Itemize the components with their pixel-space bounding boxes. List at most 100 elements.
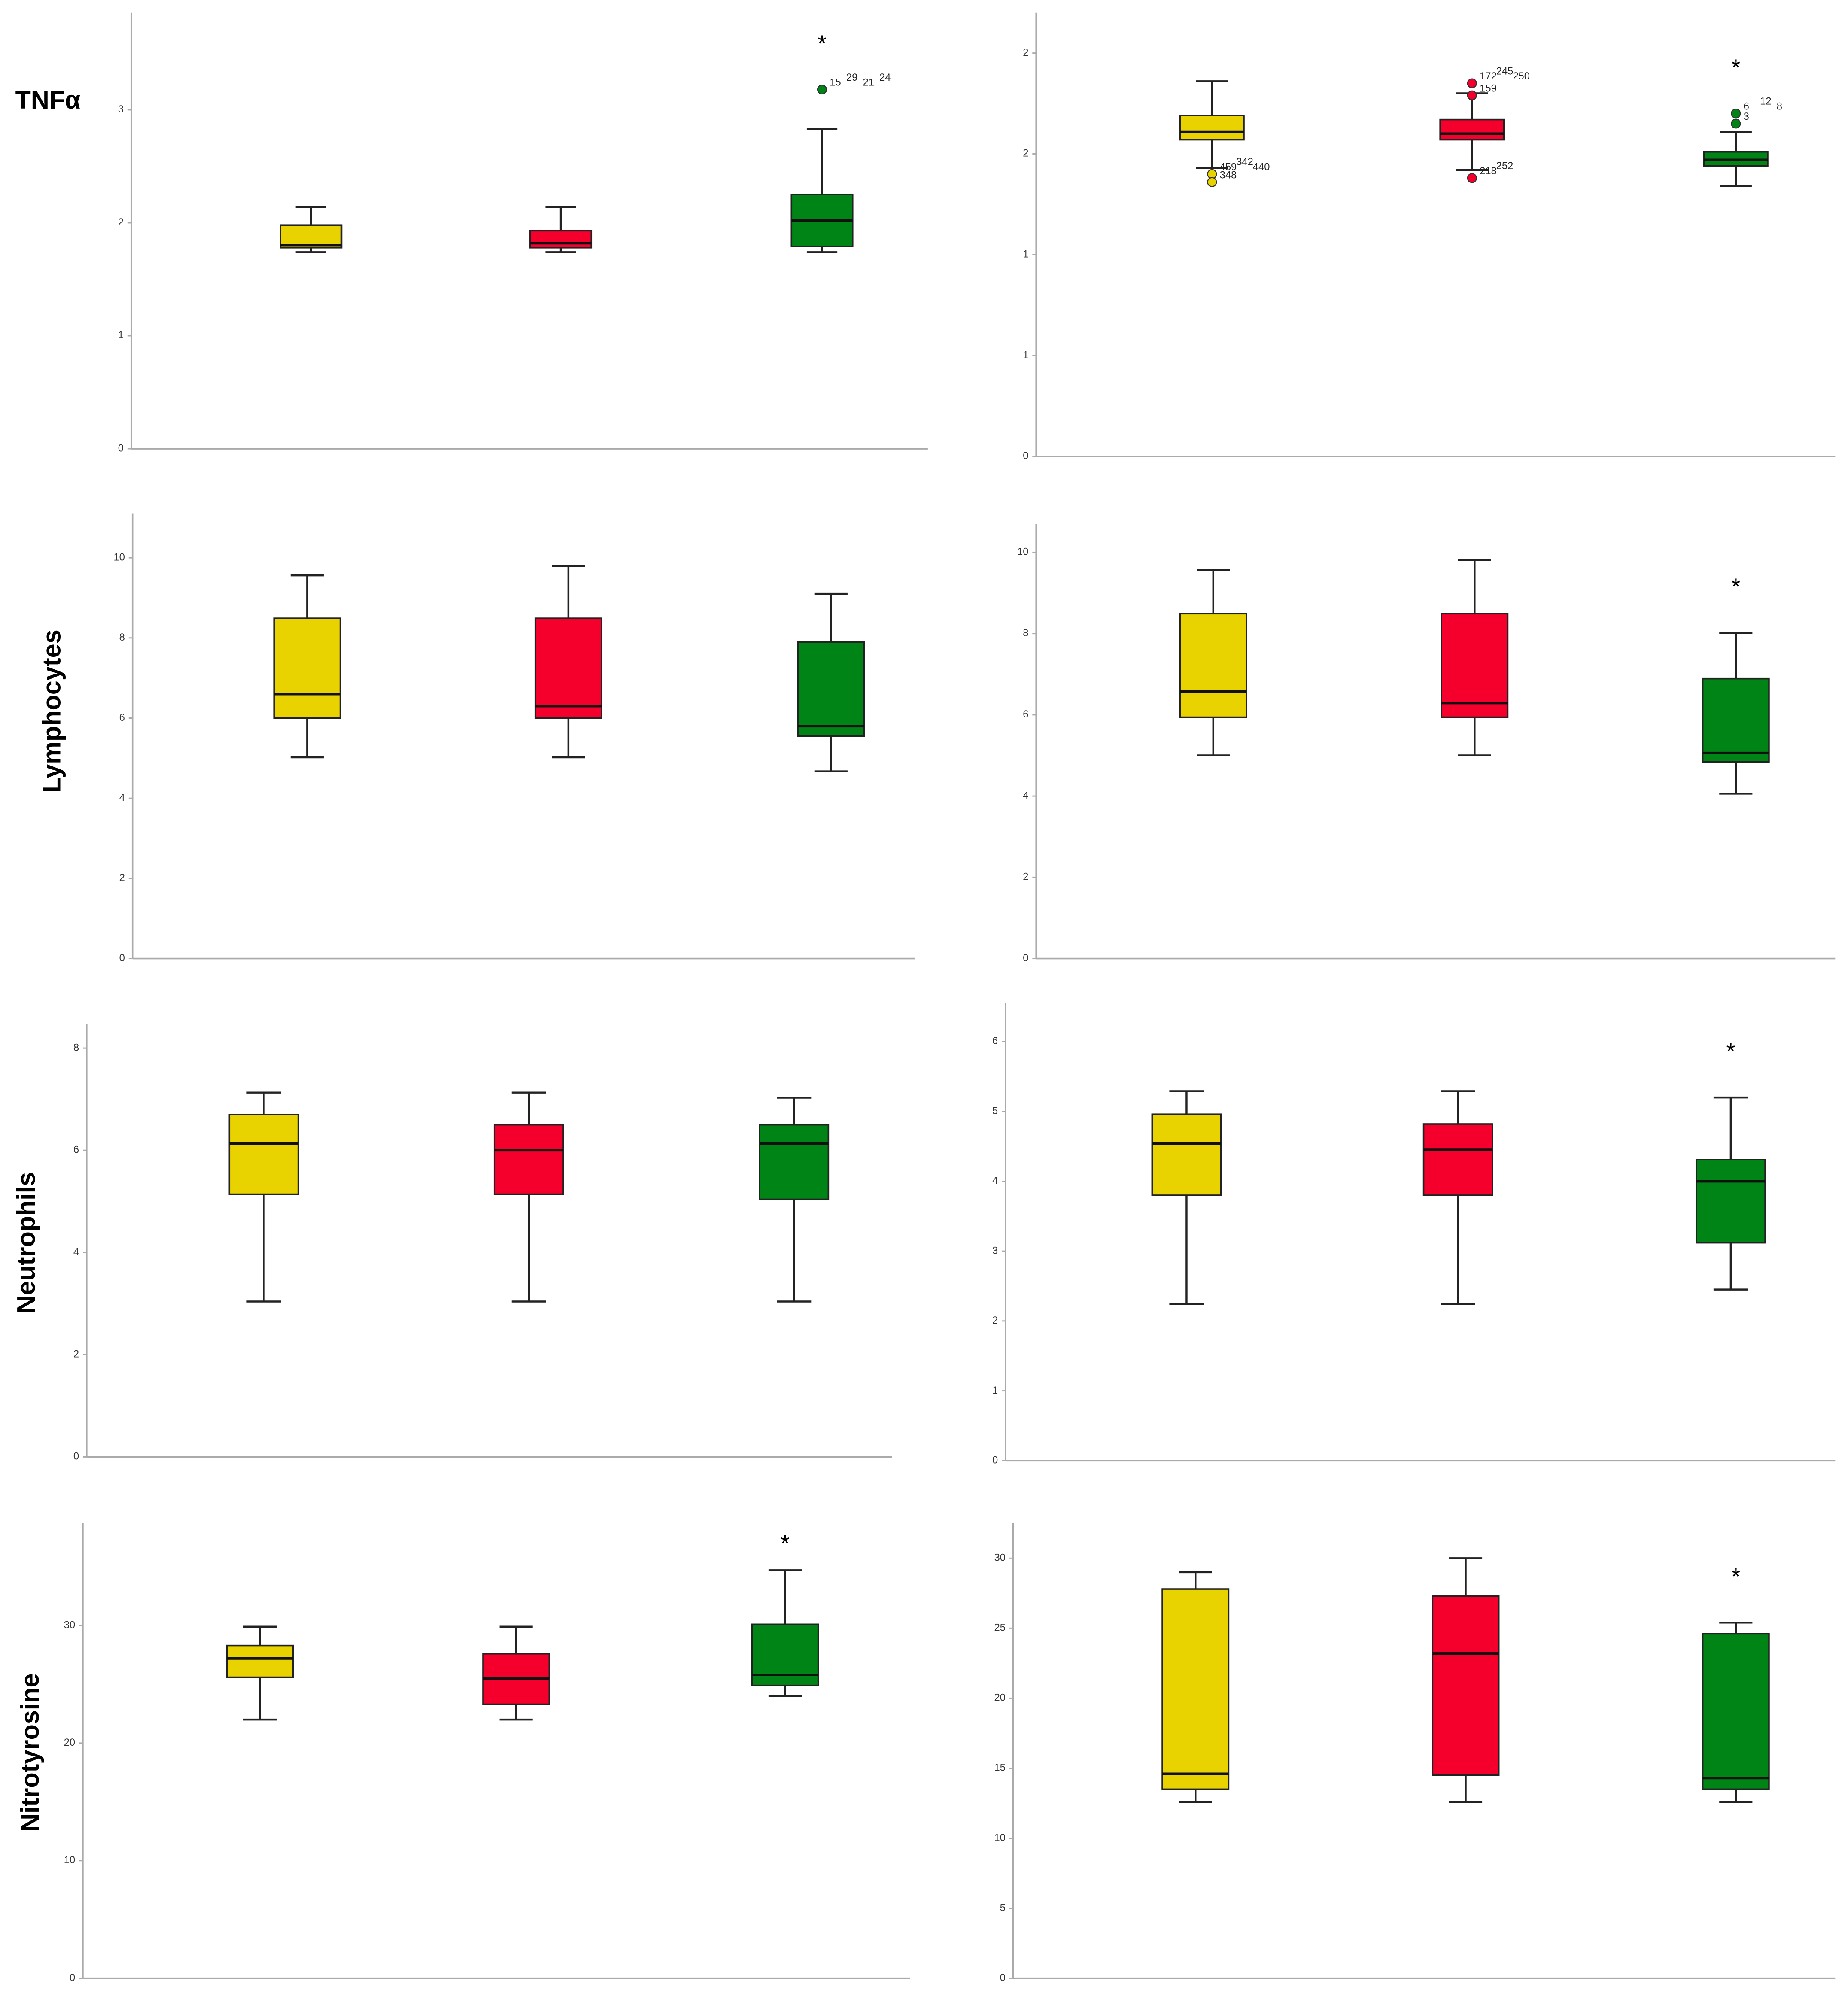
y-tick-label: 0 [1023, 953, 1028, 964]
row-label: TNFα [15, 85, 81, 114]
y-tick-label: 25 [994, 1622, 1006, 1634]
outlier-id: 245 [1496, 66, 1514, 77]
y-tick-label: 4 [119, 792, 125, 803]
y-tick-label: 4 [1023, 790, 1028, 801]
box [1422, 1123, 1493, 1196]
y-tick-label: 6 [1023, 709, 1028, 720]
y-tick-label: 8 [73, 1042, 79, 1053]
box [228, 1114, 299, 1195]
box [493, 1124, 564, 1195]
box [226, 1644, 294, 1678]
y-tick-label: 30 [64, 1619, 75, 1631]
box [529, 230, 593, 249]
y-tick-label: 0 [992, 1455, 998, 1466]
outlier-id: 21 [863, 77, 874, 88]
row-label: Neutrophils [12, 1172, 40, 1314]
y-tick-label: 10 [994, 1832, 1006, 1844]
y-tick-label: 30 [994, 1552, 1006, 1564]
y-tick-label: 1 [118, 330, 124, 341]
box [280, 224, 343, 249]
panel: 0 5 10 15 20 25 30 * [994, 1523, 1836, 1984]
panel: 0 2 4 6 8 10 Lymphocytes [37, 513, 915, 964]
outlier-id: 348 [1220, 170, 1237, 181]
y-tick-label: 3 [992, 1245, 998, 1256]
y-tick-label: 0 [1000, 1972, 1006, 1984]
y-tick-label: 3 [118, 104, 124, 115]
outlier [1731, 118, 1741, 129]
y-tick-label: 4 [992, 1176, 998, 1187]
outlier-id: 6 [1744, 101, 1749, 112]
outlier-id: 15 [830, 77, 841, 88]
y-tick-label: 2 [73, 1349, 79, 1360]
y-tick-label: 8 [1023, 628, 1028, 639]
row-label: Lymphocytes [37, 629, 66, 793]
outlier-id: 250 [1513, 71, 1530, 82]
box [273, 617, 341, 719]
significance-mark: * [781, 1531, 790, 1556]
box [759, 1124, 830, 1200]
outlier-id: 29 [846, 72, 857, 83]
outlier-id: 24 [879, 72, 891, 83]
y-tick-label: 2 [1023, 47, 1028, 58]
outlier [817, 84, 827, 95]
y-tick-label: 5 [1000, 1902, 1006, 1914]
y-tick-label: 6 [992, 1036, 998, 1047]
y-tick-label: 1 [1023, 349, 1028, 361]
outlier-id: 8 [1777, 101, 1782, 112]
y-tick-label: 0 [70, 1972, 75, 1984]
y-tick-label: 2 [1023, 872, 1028, 883]
outlier [1467, 90, 1477, 100]
box [1179, 613, 1247, 718]
y-tick-label: 6 [119, 712, 125, 723]
y-tick-label: 0 [73, 1451, 79, 1462]
y-tick-label: 4 [73, 1247, 79, 1258]
box [797, 641, 865, 737]
box [1151, 1113, 1222, 1196]
significance-mark: * [1731, 574, 1740, 600]
y-tick-label: 10 [64, 1855, 75, 1866]
panel: 0 2 4 6 8 10 * [1017, 524, 1836, 964]
box [1702, 1633, 1770, 1790]
y-tick-label: 20 [994, 1692, 1006, 1704]
y-tick-label: 6 [73, 1144, 79, 1155]
box [1432, 1595, 1500, 1776]
outlier [1467, 78, 1477, 88]
box [1179, 115, 1245, 141]
y-tick-label: 2 [992, 1315, 998, 1326]
panel: 0 10 20 30 Nitrotyrosine * [15, 1523, 910, 1984]
y-tick-label: 20 [64, 1737, 75, 1748]
significance-mark: * [818, 31, 827, 56]
y-tick-label: 0 [119, 953, 125, 964]
box [1439, 118, 1505, 141]
box [1695, 1159, 1766, 1244]
outlier-id: 159 [1480, 83, 1497, 94]
panel: 0 1 2 3 4 5 6 * [992, 1003, 1836, 1466]
box [1441, 613, 1509, 718]
outlier [1731, 108, 1741, 119]
y-tick-label: 15 [994, 1762, 1006, 1774]
y-tick-label: 10 [1017, 547, 1028, 558]
outlier-id: 252 [1496, 161, 1514, 172]
y-tick-label: 0 [1023, 450, 1028, 462]
box [534, 617, 602, 719]
significance-mark: * [1731, 1564, 1740, 1589]
y-tick-label: 2 [119, 872, 125, 884]
y-tick-label: 8 [119, 632, 125, 643]
significance-mark: * [1731, 55, 1740, 80]
outlier-id: 12 [1760, 96, 1771, 107]
outlier-id: 459 [1220, 161, 1237, 173]
outlier [1467, 173, 1477, 183]
y-tick-label: 1 [1023, 249, 1028, 260]
y-tick-label: 1 [992, 1385, 998, 1396]
y-tick-label: 10 [113, 552, 125, 563]
y-tick-label: 0 [118, 443, 124, 454]
outlier-id: 218 [1480, 166, 1497, 177]
outlier-id: 440 [1253, 161, 1270, 173]
panel: 0 1 2 3 TNFα 15 29 21 24 * [15, 12, 928, 454]
outlier-id: 3 [1744, 111, 1749, 122]
box [1702, 677, 1770, 763]
row-label: Nitrotyrosine [15, 1673, 44, 1832]
y-tick-label: 5 [992, 1106, 998, 1117]
